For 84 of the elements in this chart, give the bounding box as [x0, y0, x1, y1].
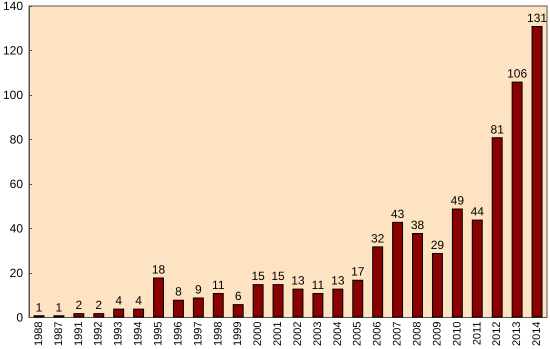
x-tick-label: 1997 — [192, 322, 204, 346]
bar — [212, 293, 224, 318]
bar — [272, 284, 284, 318]
data-label: 1 — [36, 300, 43, 314]
y-tick-label: 120 — [2, 44, 24, 58]
bar — [113, 308, 124, 318]
x-tick-label: 2013 — [511, 322, 524, 346]
bar — [192, 298, 204, 318]
data-label: 11 — [312, 278, 324, 292]
x-tick-label: 2001 — [272, 322, 284, 346]
bar — [372, 246, 384, 318]
x-tick-label: 2003 — [312, 322, 324, 346]
data-label: 17 — [351, 264, 365, 279]
x-tick-label: 1996 — [172, 322, 184, 346]
x-tick-label: 2011 — [471, 322, 484, 346]
bar — [312, 293, 324, 318]
data-label: 13 — [291, 274, 305, 288]
data-label: 18 — [152, 262, 166, 276]
x-tick-label: 2014 — [531, 322, 544, 346]
x-tick-label: 1999 — [232, 322, 244, 346]
bar — [332, 288, 344, 318]
bar — [252, 284, 264, 318]
x-tick-label: 2002 — [292, 322, 304, 346]
data-label: 9 — [195, 282, 202, 296]
data-label: 43 — [390, 206, 405, 221]
x-tick-label: 1994 — [132, 322, 145, 346]
data-label: 15 — [251, 269, 266, 284]
data-label: 13 — [331, 274, 345, 288]
x-tick-label: 2006 — [372, 322, 384, 346]
bar — [73, 313, 84, 318]
data-label: 32 — [370, 231, 385, 246]
data-label: 4 — [135, 294, 142, 308]
data-label: 2 — [75, 298, 82, 312]
x-tick-label: 2008 — [412, 322, 424, 346]
bar — [172, 300, 184, 318]
x-tick-label: 2010 — [451, 322, 464, 346]
data-label: 15 — [271, 269, 286, 284]
x-tick-label: 2000 — [252, 322, 264, 346]
bar — [292, 288, 304, 318]
bar — [432, 253, 443, 318]
y-tick-label: 100 — [2, 88, 24, 102]
data-label: 11 — [212, 278, 225, 292]
bar — [352, 280, 364, 318]
data-label: 1 — [56, 300, 63, 314]
x-tick-label: 2009 — [431, 322, 444, 346]
x-tick-label: 2012 — [491, 322, 504, 346]
data-label: 81 — [490, 122, 504, 136]
x-tick-label: 2004 — [332, 322, 344, 346]
data-label: 44 — [470, 204, 484, 219]
x-tick-label: 2005 — [352, 322, 364, 346]
x-tick-label: 1995 — [152, 322, 165, 346]
y-tick-label: 140 — [2, 0, 24, 13]
data-label: 2 — [95, 298, 102, 312]
data-label: 29 — [430, 238, 444, 252]
x-tick-label: 1993 — [112, 322, 125, 346]
data-label: 6 — [234, 289, 242, 304]
bar — [133, 308, 144, 318]
data-label: 38 — [410, 218, 424, 232]
x-tick-label: 2007 — [392, 322, 404, 346]
x-tick-label: 1987 — [52, 322, 65, 346]
data-label: 4 — [115, 294, 122, 308]
bar — [392, 222, 404, 318]
bar — [153, 277, 164, 318]
x-tick-label: 1988 — [32, 322, 45, 346]
x-tick-label: 1998 — [212, 322, 224, 346]
bar — [492, 137, 503, 318]
bar — [532, 26, 543, 318]
data-label: 49 — [450, 193, 464, 208]
x-tick-label: 1991 — [72, 322, 85, 346]
bar — [232, 304, 244, 318]
data-label: 8 — [175, 284, 182, 299]
y-tick-label: 40 — [10, 222, 24, 236]
bar — [452, 208, 463, 318]
y-tick-label: 20 — [10, 266, 24, 280]
y-tick-label: 60 — [10, 177, 24, 192]
data-label: 131 — [527, 11, 548, 26]
y-tick-label: 0 — [16, 310, 24, 325]
bar — [512, 82, 523, 318]
bar — [472, 220, 483, 318]
data-label: 106 — [507, 66, 528, 81]
y-tick-label: 80 — [10, 132, 24, 147]
bar — [412, 232, 423, 318]
bar — [93, 313, 104, 318]
x-tick-label: 1992 — [92, 322, 105, 346]
